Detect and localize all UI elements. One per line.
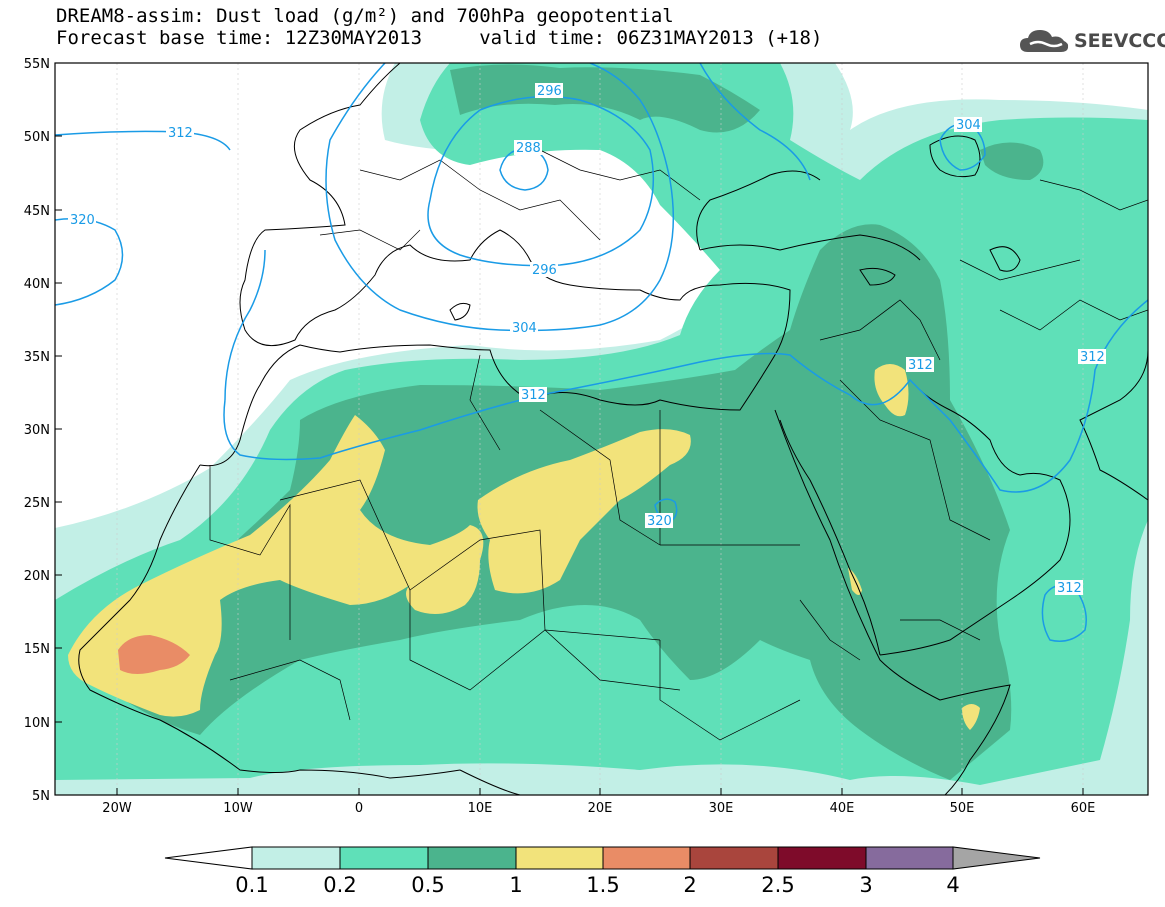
lat-label: 20N	[24, 569, 50, 584]
contour-label: 312	[168, 126, 193, 141]
lat-label: 25N	[24, 496, 50, 511]
lon-label: 10W	[223, 801, 253, 816]
dust-level-5	[118, 635, 190, 674]
lat-label: 5N	[32, 789, 50, 804]
brand-logo: SEEVCCC	[1018, 26, 1165, 56]
colorbar-segment	[427, 846, 517, 870]
longitude-axis	[116, 788, 1084, 795]
lon-label: 0	[355, 801, 363, 816]
brand-name: SEEVCCC	[1074, 30, 1165, 52]
colorbar-label: 4	[946, 873, 959, 897]
contour-label: 312	[521, 388, 546, 403]
contour-labels: 296 288 312 304 320 296 304 312 312 312 …	[68, 83, 1106, 596]
lat-label: 40N	[24, 277, 50, 292]
colorbar-segment	[515, 846, 604, 870]
lat-label: 50N	[24, 130, 50, 145]
colorbar-segment	[251, 846, 341, 870]
colorbar-segment	[777, 846, 867, 870]
colorbar-label: 0.5	[411, 873, 444, 897]
contour-label: 320	[647, 514, 672, 529]
colorbar-over-triangle	[952, 846, 1041, 870]
lon-label: 10E	[468, 801, 493, 816]
latitude-labels: 55N 50N 45N 40N 35N 30N 25N 20N 15N 10N …	[24, 57, 50, 804]
lat-label: 15N	[24, 642, 50, 657]
colorbar-segment	[602, 846, 691, 870]
colorbar-label: 0.2	[323, 873, 356, 897]
colorbar-label: 1.5	[586, 873, 619, 897]
colorbar-under-triangle	[164, 846, 253, 870]
contour-label: 288	[516, 141, 541, 156]
colorbar-label: 1	[509, 873, 522, 897]
contour-label: 296	[532, 263, 557, 278]
colorbar-label: 2	[683, 873, 696, 897]
colorbar-label: 0.1	[235, 873, 268, 897]
lon-label: 30E	[709, 801, 734, 816]
lon-label: 60E	[1071, 801, 1096, 816]
lat-label: 35N	[24, 350, 50, 365]
contour-label: 296	[537, 84, 562, 99]
country-borders	[209, 149, 1148, 741]
map-subtitle: Forecast base time: 12Z30MAY2013 valid t…	[56, 27, 823, 49]
colorbar-segment	[865, 846, 954, 870]
lon-label: 40E	[830, 801, 855, 816]
map-title: DREAM8-assim: Dust load (g/m²) and 700hP…	[56, 5, 674, 27]
contour-label: 312	[1057, 581, 1082, 596]
cloud-logo-icon	[1020, 30, 1069, 52]
colorbar-segment	[689, 846, 779, 870]
colorbar: 0.1 0.2 0.5 1 1.5 2 2.5 3 4	[164, 846, 1041, 897]
contour-label: 320	[70, 213, 95, 228]
lat-label: 30N	[24, 423, 50, 438]
lat-label: 55N	[24, 57, 50, 72]
contour-label: 304	[512, 321, 537, 336]
lat-label: 45N	[24, 204, 50, 219]
lat-label: 10N	[24, 716, 50, 731]
contour-label: 312	[1080, 350, 1105, 365]
lon-label: 20E	[588, 801, 613, 816]
contour-label: 312	[908, 358, 933, 373]
dust-level-4	[68, 364, 980, 730]
longitude-labels: 20W 10W 0 10E 20E 30E 40E 50E 60E	[102, 801, 1095, 816]
contour-label: 304	[956, 118, 981, 133]
latitude-axis	[55, 62, 62, 796]
colorbar-label: 3	[859, 873, 872, 897]
colorbar-label: 2.5	[761, 873, 794, 897]
lon-label: 20W	[102, 801, 132, 816]
colorbar-segment	[339, 846, 429, 870]
lon-label: 50E	[950, 801, 975, 816]
coastlines	[78, 63, 1148, 795]
